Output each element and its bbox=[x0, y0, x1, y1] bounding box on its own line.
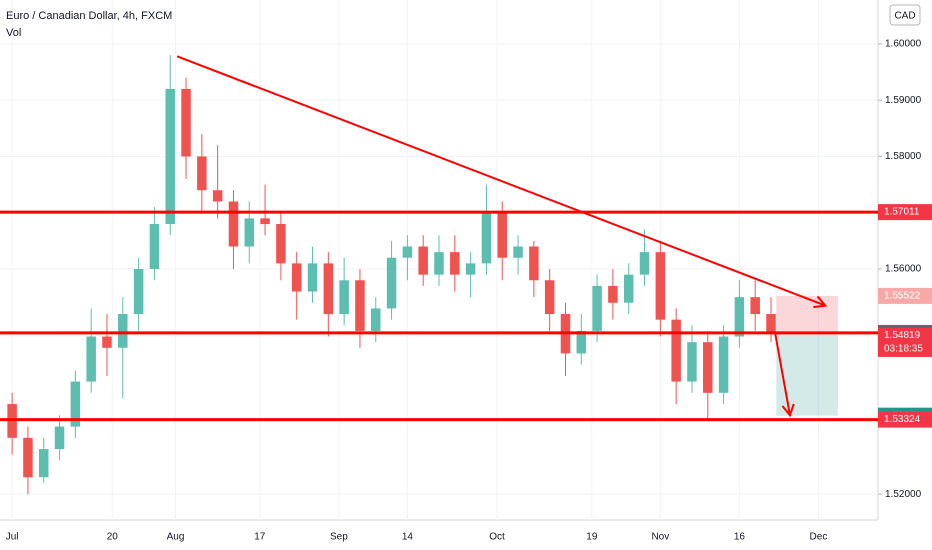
candle-body bbox=[529, 246, 539, 281]
candle-body bbox=[687, 342, 697, 382]
countdown-tag bbox=[878, 340, 932, 357]
candle-body bbox=[54, 426, 65, 450]
currency: CAD bbox=[894, 11, 915, 22]
candle-body bbox=[465, 263, 476, 275]
candle-body bbox=[371, 308, 381, 331]
candle-body bbox=[592, 285, 602, 331]
candle-body bbox=[434, 252, 444, 275]
candle-body bbox=[734, 297, 745, 337]
candle-body bbox=[212, 190, 223, 202]
candle-body bbox=[197, 156, 207, 191]
candle-body bbox=[307, 263, 318, 292]
price-tag-label: 1.53324 bbox=[884, 414, 921, 425]
candle-body bbox=[703, 342, 713, 393]
candle-body bbox=[386, 257, 397, 309]
candle-body bbox=[38, 449, 49, 478]
x-tick-label: Nov bbox=[651, 532, 669, 543]
candle-body bbox=[750, 297, 760, 315]
candle-body bbox=[86, 336, 96, 382]
candle-body bbox=[118, 314, 128, 348]
candle-body bbox=[291, 263, 302, 292]
plot bbox=[0, 0, 878, 520]
trendline-head bbox=[813, 295, 828, 309]
candle-body bbox=[418, 246, 428, 275]
x-tick-label: 16 bbox=[734, 532, 746, 543]
y-tick-label: 1.58000 bbox=[885, 151, 922, 162]
y-tick-label: 1.60000 bbox=[885, 39, 922, 50]
countdown: 03:18:35 bbox=[884, 344, 923, 355]
y-tick-label: 1.56000 bbox=[885, 264, 922, 275]
candle-body bbox=[497, 212, 507, 258]
candle-body bbox=[355, 280, 365, 331]
candle-body bbox=[260, 218, 270, 224]
candle-body bbox=[623, 274, 634, 303]
candle-body bbox=[244, 218, 255, 247]
candle-body bbox=[766, 314, 776, 334]
candle-body bbox=[228, 201, 239, 247]
price-tag bbox=[878, 411, 932, 428]
candle-body bbox=[181, 88, 191, 157]
x-tick-label: Dec bbox=[810, 532, 828, 543]
candle-body bbox=[165, 88, 175, 224]
candle-body bbox=[133, 269, 144, 315]
price-tag bbox=[878, 204, 932, 221]
candle-body bbox=[323, 263, 334, 315]
candle-body bbox=[276, 223, 286, 264]
x-tick-label: 19 bbox=[586, 532, 598, 543]
forecast-arrow-head bbox=[781, 403, 795, 418]
candle-body bbox=[70, 381, 81, 427]
candle-body bbox=[576, 330, 587, 354]
x-tick-label: 20 bbox=[107, 532, 119, 543]
trendline bbox=[176, 55, 826, 307]
y-tick-label: 1.59000 bbox=[885, 95, 922, 106]
forecast-arrow bbox=[774, 333, 791, 416]
chart-title: Euro / Canadian Dollar, 4h, FXCM bbox=[6, 10, 172, 22]
candle-body bbox=[450, 252, 460, 275]
candle-body bbox=[639, 252, 650, 275]
x-tick-label: Sep bbox=[330, 532, 348, 543]
x-tick-label: Aug bbox=[167, 532, 185, 543]
y-tick-label: 1.52000 bbox=[885, 489, 922, 500]
candle-body bbox=[402, 246, 413, 258]
price-tag bbox=[878, 287, 932, 304]
candle-body bbox=[718, 336, 729, 393]
x-tick-label: Jul bbox=[6, 532, 19, 543]
stop-zone bbox=[776, 295, 838, 333]
volume-label: Vol bbox=[6, 27, 21, 39]
x-tick-label: 14 bbox=[402, 532, 414, 543]
candle-body bbox=[544, 280, 555, 315]
x-tick-label: 17 bbox=[254, 532, 266, 543]
target-zone bbox=[776, 332, 838, 416]
candle-body bbox=[608, 285, 618, 303]
price-tag-label: 1.54819 bbox=[884, 330, 921, 341]
candle-body bbox=[339, 280, 349, 315]
price-tag-label: 1.55522 bbox=[884, 291, 921, 302]
candle-body bbox=[149, 223, 160, 270]
candle-body bbox=[102, 336, 112, 348]
candle-body bbox=[655, 252, 666, 320]
candle-body bbox=[23, 437, 33, 478]
price-tag bbox=[878, 327, 932, 344]
candle-body bbox=[481, 212, 492, 264]
currency-button[interactable] bbox=[889, 4, 921, 26]
x-tick-label: Oct bbox=[489, 532, 505, 543]
price-tag-label: 1.57011 bbox=[884, 207, 920, 218]
candle-body bbox=[513, 246, 523, 258]
candle-body bbox=[671, 319, 681, 382]
